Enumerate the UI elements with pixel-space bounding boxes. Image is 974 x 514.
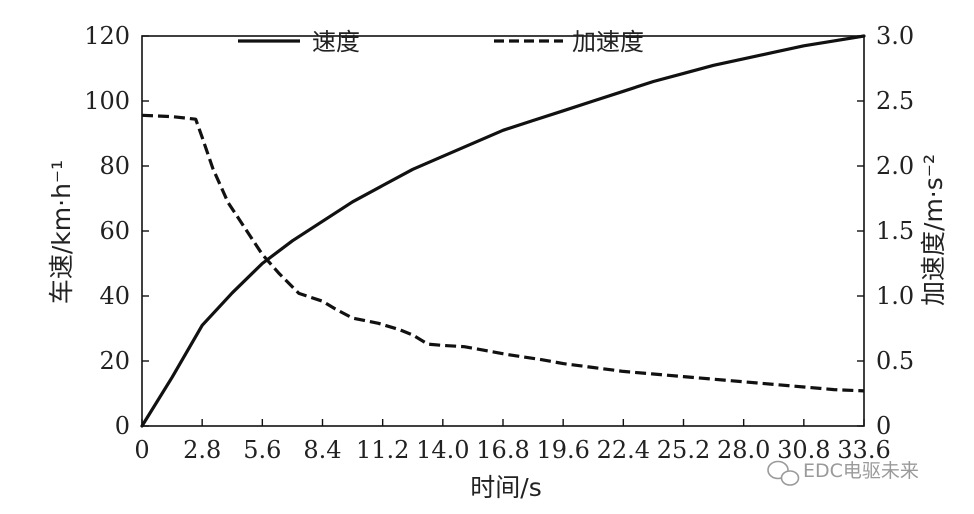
legend-label-acceleration: 加速度: [572, 28, 644, 56]
right-y-tick-label: 0.5: [876, 347, 914, 375]
left-y-tick-label: 20: [99, 347, 130, 375]
left-y-tick-label: 120: [84, 22, 130, 50]
right-y-tick-label: 1.0: [876, 282, 914, 310]
x-tick-label: 28.0: [717, 436, 770, 464]
x-tick-label: 5.6: [243, 436, 281, 464]
x-tick-label: 14.0: [416, 436, 469, 464]
series-line-speed: [140, 34, 866, 428]
x-axis-title: 时间/s: [470, 473, 541, 502]
series-line-acceleration: [141, 113, 865, 393]
wechat-logo-icon: [767, 460, 800, 486]
right-y-tick-label: 2.0: [876, 152, 914, 180]
x-tick-label: 33.6: [837, 436, 890, 464]
plot-frame: [141, 35, 865, 427]
right-y-tick-label: 1.5: [876, 217, 914, 245]
legend: 速度 加速度: [238, 28, 644, 56]
right-y-tick-label: 0: [876, 412, 891, 440]
x-tick-label: 22.4: [597, 436, 650, 464]
right-y-tick-label: 2.5: [876, 87, 914, 115]
x-tick-label: 16.8: [476, 436, 529, 464]
left-y-tick-label: 60: [99, 217, 130, 245]
x-tick-label: 19.6: [536, 436, 589, 464]
x-tick-label: 25.2: [657, 436, 710, 464]
right-y-axis-ticks: 0 0.5 1.0 1.5 2.0 2.5 3.0: [857, 22, 914, 440]
left-y-tick-label: 40: [99, 282, 130, 310]
x-tick-label: 11.2: [356, 436, 409, 464]
right-y-tick-label: 3.0: [876, 22, 914, 50]
series-layer: [140, 34, 866, 428]
x-tick-label: 2.8: [183, 436, 221, 464]
left-y-tick-label: 80: [99, 152, 130, 180]
x-axis-ticks: 0 2.8 5.6 8.4 11.2 14.0 16.8 19.6 22.4 25.2 28.0 30…: [134, 419, 891, 464]
left-y-axis-ticks: 0 20 40 60 80 100 120: [84, 22, 149, 440]
left-y-tick-label: 0: [115, 412, 130, 440]
x-tick-label: 8.4: [303, 436, 341, 464]
left-y-tick-label: 100: [84, 87, 130, 115]
right-y-axis-title: 加速度/m·s⁻²: [919, 154, 948, 306]
x-tick-label: 30.8: [777, 436, 830, 464]
watermark: EDC电驱未来: [767, 460, 919, 486]
legend-label-speed: 速度: [312, 28, 360, 56]
watermark-text: EDC电驱未来: [803, 460, 919, 482]
left-y-axis-title: 车速/km·h⁻¹: [47, 160, 76, 304]
x-tick-label: 0: [134, 436, 149, 464]
